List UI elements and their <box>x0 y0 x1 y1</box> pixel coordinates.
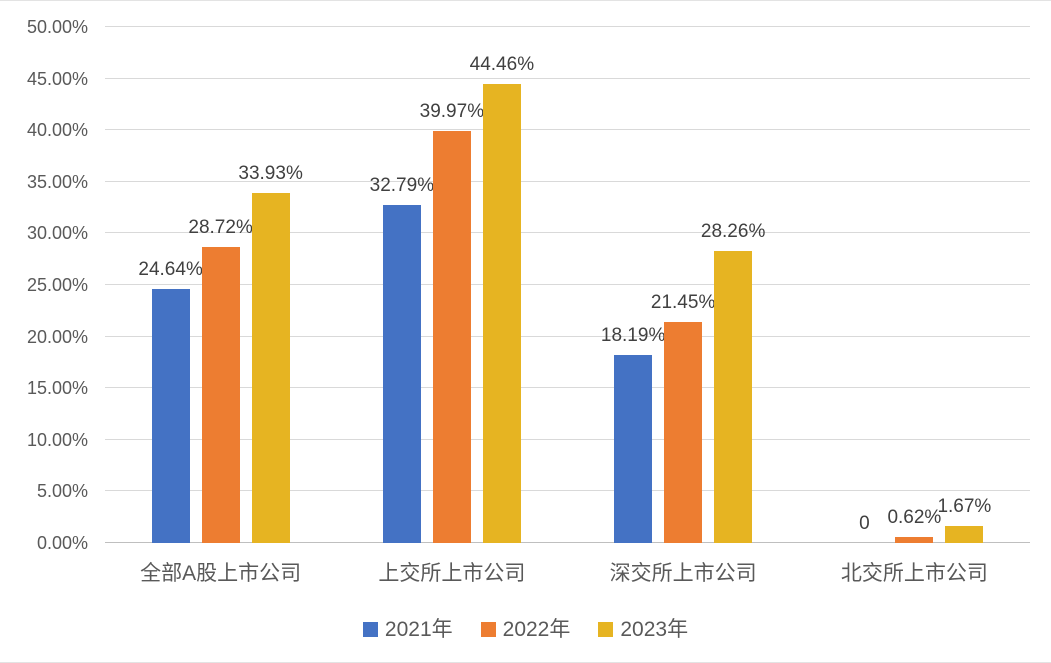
gridline <box>105 387 1030 389</box>
y-axis-tick-label: 25.00% <box>26 275 88 295</box>
data-label: 28.72% <box>188 216 253 238</box>
legend-label: 2022年 <box>502 618 571 641</box>
data-label: 33.93% <box>238 162 303 184</box>
bar-series3-category1: 33.93% <box>238 164 303 543</box>
plot-area: 24.64% 28.72% 33.93% 32.79% 39.97% 44.46% 18.1… <box>105 26 1030 543</box>
y-axis-tick-label: 0.00% <box>36 533 88 553</box>
x-axis: 全部A股上市公司 上交所上市公司 深交所上市公司 北交所上市公司 <box>105 557 1030 587</box>
y-axis-tick-label: 50.00% <box>26 17 88 37</box>
gridline <box>105 438 1030 440</box>
y-axis-tick-label: 20.00% <box>26 326 88 347</box>
bar-series2-category4: 0.62% <box>887 508 941 543</box>
data-label: 28.26% <box>700 221 766 243</box>
x-axis-category-label: 上交所上市公司 <box>378 562 526 585</box>
data-label: 0 <box>859 513 870 534</box>
gridline <box>105 232 1030 234</box>
bar-group: 18.19% 21.45% 28.26% <box>568 27 799 543</box>
legend: 2021年 2022年 2023年 <box>0 619 1051 640</box>
bar-series3-category3: 28.26% <box>701 222 765 543</box>
gridlines <box>105 26 1030 543</box>
bar-group: 0 0.62% 1.67% <box>799 27 1030 543</box>
y-axis-tick-label: 5.00% <box>36 481 88 502</box>
legend-swatch-icon <box>598 622 614 637</box>
bar-group: 24.64% 28.72% 33.93% <box>105 27 336 543</box>
legend-item: 2021年 <box>362 618 453 641</box>
legend-swatch-icon <box>480 622 496 637</box>
gridline <box>105 129 1030 131</box>
gridline <box>105 335 1030 337</box>
y-axis-tick-label: 15.00% <box>26 378 88 399</box>
legend-item: 2023年 <box>598 619 688 640</box>
gridline <box>105 26 1030 27</box>
bar-series1-category1: 24.64% <box>138 260 203 543</box>
data-label: 32.79% <box>369 174 435 196</box>
y-axis-tick-label: 30.00% <box>26 223 88 244</box>
bar-group: 32.79% 39.97% 44.46% <box>336 27 567 543</box>
bar-series1-category2: 32.79% <box>370 176 434 543</box>
y-axis-tick-label: 40.00% <box>26 120 88 141</box>
legend-item: 2022年 <box>480 618 571 641</box>
bar-series2-category1: 28.72% <box>188 218 253 543</box>
bar-series3-category2: 44.46% <box>470 55 534 543</box>
bar-series1-category3: 18.19% <box>601 326 665 543</box>
bar-groups: 24.64% 28.72% 33.93% 32.79% 39.97% 44.46% 18.1… <box>105 27 1030 543</box>
data-label: 18.19% <box>600 325 666 347</box>
x-axis-category-label: 深交所上市公司 <box>609 562 757 585</box>
y-axis: 0.00% 5.00% 10.00% 15.00% 20.00% 25.00% 30.00%… <box>0 18 88 552</box>
data-label: 44.46% <box>469 54 535 76</box>
x-axis-line <box>105 542 1030 543</box>
y-axis-tick-label: 10.00% <box>26 429 88 450</box>
data-label: 21.45% <box>650 291 716 313</box>
gridline <box>105 284 1030 285</box>
gridline <box>105 490 1030 492</box>
gridline <box>105 77 1030 79</box>
legend-label: 2023年 <box>620 618 689 641</box>
bar-series3-category4: 1.67% <box>937 497 991 543</box>
data-label: 0.62% <box>887 506 942 528</box>
y-axis-tick-label: 45.00% <box>26 68 88 89</box>
gridline <box>105 180 1030 182</box>
legend-swatch-icon <box>362 622 378 637</box>
data-label: 1.67% <box>937 495 992 517</box>
x-axis-category-label: 北交所上市公司 <box>840 562 988 585</box>
bar-series2-category3: 21.45% <box>651 293 715 543</box>
data-label: 24.64% <box>138 258 203 280</box>
bar-series2-category2: 39.97% <box>420 102 484 543</box>
y-axis-tick-label: 35.00% <box>26 171 88 192</box>
data-label: 39.97% <box>419 100 485 122</box>
legend-label: 2021年 <box>384 618 453 641</box>
x-axis-category-label: 全部A股上市公司 <box>140 562 302 585</box>
